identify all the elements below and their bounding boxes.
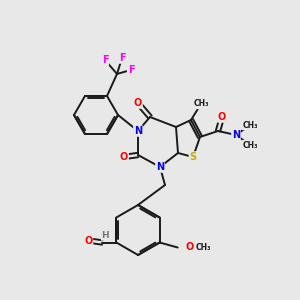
Text: F: F bbox=[119, 53, 125, 63]
Text: O: O bbox=[134, 98, 142, 108]
Text: F: F bbox=[102, 55, 108, 65]
Text: CH₃: CH₃ bbox=[242, 140, 258, 149]
Text: H: H bbox=[101, 231, 109, 240]
Text: N: N bbox=[134, 126, 142, 136]
Text: N: N bbox=[232, 130, 240, 140]
Text: S: S bbox=[189, 152, 197, 162]
Text: O: O bbox=[84, 236, 92, 245]
Text: CH₃: CH₃ bbox=[193, 100, 209, 109]
Text: O: O bbox=[185, 242, 194, 253]
Text: F: F bbox=[128, 65, 134, 75]
Text: N: N bbox=[156, 162, 164, 172]
Text: O: O bbox=[120, 152, 128, 162]
Text: CH₃: CH₃ bbox=[196, 243, 212, 252]
Text: O: O bbox=[218, 112, 226, 122]
Text: CH₃: CH₃ bbox=[242, 121, 258, 130]
